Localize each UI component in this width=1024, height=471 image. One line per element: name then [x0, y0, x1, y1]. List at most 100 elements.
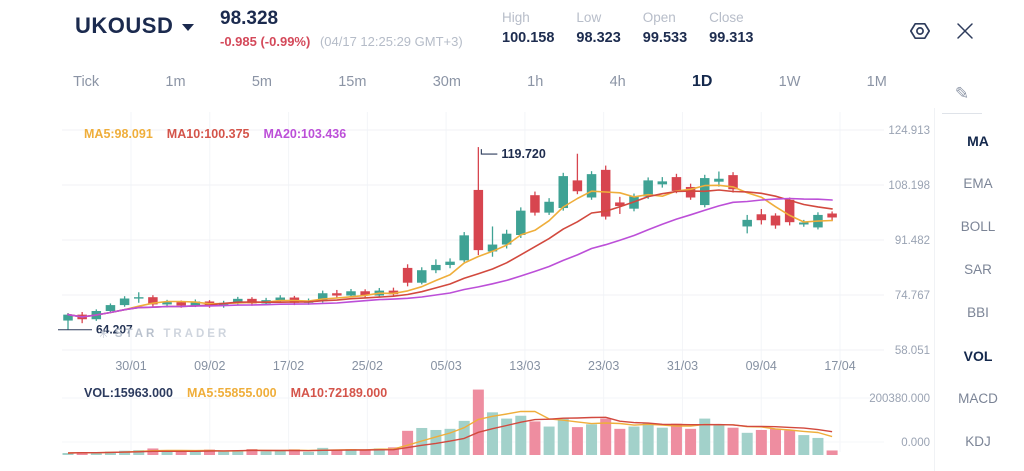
- candle-body: [119, 298, 130, 306]
- candle-body: [600, 169, 611, 217]
- candle-body: [275, 297, 285, 301]
- sidebar-item-KDJ[interactable]: KDJ: [965, 434, 991, 449]
- candle-body: [332, 293, 342, 296]
- candle-body: [317, 293, 328, 302]
- candle-body: [530, 195, 540, 213]
- sidebar-item-BBI[interactable]: BBI: [967, 305, 989, 320]
- candle-body: [487, 244, 498, 252]
- svg-text:05/03: 05/03: [430, 359, 461, 373]
- watermark-bold: STAR: [114, 328, 158, 340]
- candle-body: [402, 267, 413, 283]
- candle-body: [544, 201, 554, 213]
- tab-5m[interactable]: 5m: [251, 74, 272, 90]
- volume-bar: [812, 437, 824, 455]
- sidebar-item-MA[interactable]: MA: [967, 133, 989, 149]
- volume-bar: [204, 449, 215, 455]
- volume-bar: [826, 450, 838, 455]
- volume-bar: [133, 450, 145, 455]
- volume-bar: [529, 421, 541, 455]
- tab-Tick[interactable]: Tick: [73, 74, 100, 90]
- candle-body: [63, 314, 73, 321]
- indicator-value: MA5:55855.000: [186, 386, 277, 400]
- stat-label: Open: [642, 10, 676, 25]
- volume-bar: [246, 449, 258, 455]
- candle-body: [728, 175, 738, 190]
- volume-bar: [274, 450, 286, 455]
- tab-15m[interactable]: 15m: [338, 74, 367, 90]
- candle-body: [714, 178, 724, 182]
- volume-bars: [62, 389, 838, 455]
- volume-bar: [614, 428, 626, 455]
- tab-1M[interactable]: 1M: [866, 74, 887, 90]
- watermark-light: TRADER: [163, 328, 230, 340]
- symbol-selector[interactable]: UKOUSD: [75, 13, 195, 39]
- candle-body: [685, 186, 696, 198]
- volume-bar: [501, 418, 513, 455]
- indicator-value: MA10:100.375: [166, 127, 250, 141]
- volume-bar: [218, 451, 230, 455]
- candle-body: [445, 261, 455, 265]
- quote-timestamp: (04/17 12:25:29 GMT+3): [319, 34, 463, 49]
- sidebar-item-VOL[interactable]: VOL: [963, 348, 993, 364]
- close-icon[interactable]: [954, 20, 976, 42]
- candle-body: [586, 174, 597, 198]
- price-block: 98.328 -0.985 (-0.99%) (04/17 12:25:29 G…: [220, 8, 463, 49]
- volume-bar: [444, 428, 456, 455]
- tab-1h[interactable]: 1h: [527, 74, 544, 90]
- tab-1W[interactable]: 1W: [778, 74, 801, 90]
- volume-ma-10: [67, 416, 833, 454]
- axis-labels: 124.913 108.198 91.482 74.767 58.051 200380.0…: [115, 125, 930, 449]
- svg-text:25/02: 25/02: [352, 359, 383, 373]
- snowflake-icon: ✳: [98, 326, 109, 341]
- svg-text:119.720: 119.720: [501, 147, 546, 161]
- stat-label: Low: [576, 10, 602, 25]
- tab-4h[interactable]: 4h: [609, 74, 626, 90]
- candle-body: [572, 180, 583, 192]
- svg-text:31/03: 31/03: [667, 359, 698, 373]
- tab-1D[interactable]: 1D: [691, 73, 713, 90]
- stat-label: Close: [709, 10, 744, 25]
- volume-bar: [161, 451, 173, 455]
- candle-body: [643, 180, 653, 197]
- svg-text:124.913: 124.913: [888, 125, 930, 137]
- candle-body: [190, 301, 201, 306]
- stat-low: Low 98.323: [576, 10, 620, 46]
- volume-bar: [713, 425, 725, 455]
- svg-text:09/02: 09/02: [194, 359, 225, 373]
- watermark: ✳ STAR TRADER: [98, 326, 229, 342]
- sidebar-item-SAR[interactable]: SAR: [964, 262, 992, 277]
- volume-bar: [331, 450, 343, 455]
- candle-body: [784, 199, 795, 223]
- draw-tool-pencil-icon[interactable]: ✎: [954, 84, 970, 103]
- volume-bar: [642, 423, 654, 455]
- volume-bar: [472, 389, 484, 455]
- volume-bar: [770, 428, 781, 455]
- candle-body: [799, 222, 809, 225]
- symbol-name: UKOUSD: [75, 13, 174, 38]
- volume-bar: [175, 451, 187, 455]
- svg-text:13/03: 13/03: [509, 359, 540, 373]
- indicator-value: MA10:72189.000: [290, 386, 388, 400]
- candle-body: [233, 298, 243, 303]
- svg-text:17/02: 17/02: [273, 359, 304, 373]
- candle-body: [516, 210, 526, 236]
- gear-icon[interactable]: [908, 19, 932, 43]
- sidebar-item-BOLL[interactable]: BOLL: [960, 219, 996, 234]
- volume-bar: [543, 426, 555, 455]
- svg-text:200380.000: 200380.000: [869, 393, 930, 405]
- tab-1m[interactable]: 1m: [165, 74, 186, 90]
- svg-text:74.767: 74.767: [895, 290, 930, 302]
- volume-bar: [557, 418, 569, 455]
- stat-value: 98.323: [576, 30, 621, 46]
- candle-body: [827, 213, 837, 218]
- tab-30m[interactable]: 30m: [432, 74, 461, 90]
- volume-bar: [288, 449, 300, 455]
- sidebar-item-EMA[interactable]: EMA: [963, 176, 993, 191]
- stat-value: 100.158: [502, 30, 555, 46]
- stat-value: 99.533: [642, 30, 688, 46]
- volume-bar: [104, 451, 116, 455]
- candle-body: [501, 233, 512, 245]
- sidebar-item-MACD[interactable]: MACD: [958, 391, 998, 406]
- candles: [63, 147, 837, 330]
